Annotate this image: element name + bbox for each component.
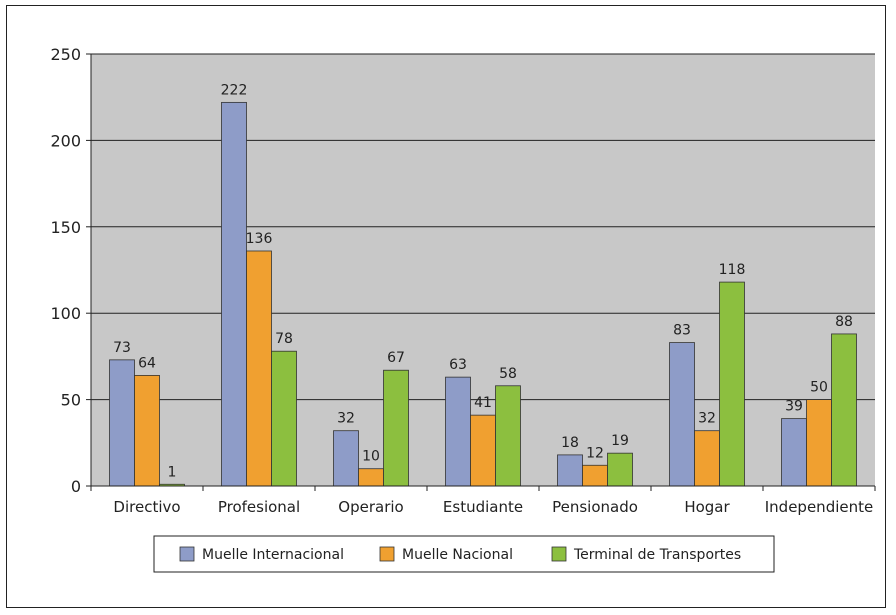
data-label: 18 xyxy=(561,435,579,451)
data-label: 222 xyxy=(221,82,248,98)
legend: Muelle Internacional Muelle Nacional Termi… xyxy=(153,535,775,573)
legend-swatch xyxy=(179,546,195,562)
data-label: 32 xyxy=(698,411,716,427)
bar xyxy=(781,418,807,487)
data-label: 12 xyxy=(586,445,604,461)
x-axis: Directivo Profesional Operario Estudiante Pe… xyxy=(90,485,876,516)
bar xyxy=(358,468,384,487)
data-label: 67 xyxy=(387,350,405,366)
bar xyxy=(383,369,409,487)
y-tick-label: 200 xyxy=(50,131,81,150)
data-label: 83 xyxy=(673,323,691,339)
data-label: 64 xyxy=(138,355,156,371)
data-label: 118 xyxy=(719,262,746,278)
bars: 73 64 1 222 136 78 32 10 67 63 41 58 18 12 19 83 32 118 39… xyxy=(109,82,857,487)
y-tick-label: 50 xyxy=(61,391,81,410)
bar xyxy=(134,375,160,487)
x-tick-label: Pensionado xyxy=(552,498,638,516)
bar xyxy=(271,350,297,487)
bar xyxy=(470,414,496,487)
data-label: 50 xyxy=(810,380,828,396)
data-label: 136 xyxy=(246,231,273,247)
data-label: 58 xyxy=(499,366,517,382)
bar xyxy=(831,333,857,487)
legend-label: Terminal de Transportes xyxy=(573,547,741,563)
bar xyxy=(694,430,720,487)
legend-label: Muelle Internacional xyxy=(202,547,344,563)
bar-chart: 0 50 100 150 200 250 73 64 1 222 136 78 32 10 67 63 41 5… xyxy=(50,45,876,573)
data-label: 88 xyxy=(835,314,853,330)
bar xyxy=(669,342,695,487)
x-tick-label: Hogar xyxy=(684,498,730,516)
y-tick-label: 0 xyxy=(71,477,81,496)
bar xyxy=(582,464,608,487)
data-label: 32 xyxy=(337,411,355,427)
y-tick-label: 150 xyxy=(50,218,81,237)
bar xyxy=(806,399,832,487)
bar xyxy=(557,454,583,487)
bar xyxy=(246,250,272,487)
bar xyxy=(221,101,247,487)
legend-swatch xyxy=(379,546,395,562)
chart-frame: 0 50 100 150 200 250 73 64 1 222 136 78 32 10 67 63 41 5… xyxy=(6,5,886,608)
y-tick-label: 100 xyxy=(50,304,81,323)
data-label: 63 xyxy=(449,357,467,373)
bar xyxy=(333,430,359,487)
x-tick-label: Estudiante xyxy=(443,498,523,516)
legend-box xyxy=(153,535,775,573)
x-tick-label: Operario xyxy=(338,498,403,516)
y-tick-label: 250 xyxy=(50,45,81,64)
data-label: 19 xyxy=(611,433,629,449)
data-label: 73 xyxy=(113,340,131,356)
bar xyxy=(495,385,521,487)
x-tick-label: Profesional xyxy=(218,498,300,516)
bar xyxy=(719,281,745,487)
data-label: 10 xyxy=(362,449,380,465)
data-label: 1 xyxy=(168,464,177,480)
legend-label: Muelle Nacional xyxy=(402,547,513,563)
x-tick-label: Independiente xyxy=(765,498,873,516)
legend-swatch xyxy=(551,546,567,562)
x-tick-label: Directivo xyxy=(113,498,180,516)
data-label: 41 xyxy=(474,395,492,411)
y-axis: 0 50 100 150 200 250 xyxy=(50,45,92,496)
bar xyxy=(607,452,633,487)
data-label: 78 xyxy=(275,331,293,347)
bar xyxy=(445,376,471,487)
bar xyxy=(109,359,135,487)
data-label: 39 xyxy=(785,399,803,415)
